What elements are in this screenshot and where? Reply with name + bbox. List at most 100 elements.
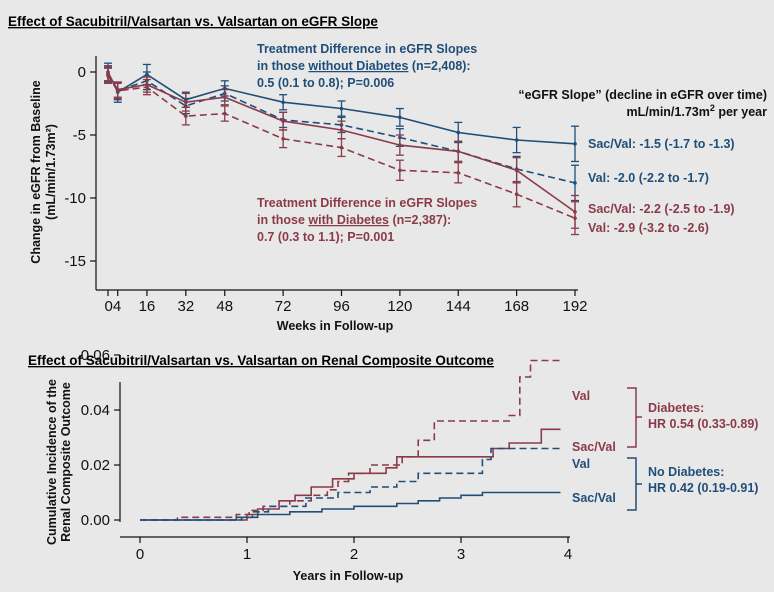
nodiab-diff-line2: in those without Diabetes (n=2,408): <box>257 59 471 73</box>
egfr-chart-title: Effect of Sacubitril/Valsartan vs. Valsa… <box>8 14 378 29</box>
egfr-data-point <box>339 145 344 150</box>
egfr-data-point <box>184 100 188 105</box>
renal-x-ticks: 0 1 2 3 4 <box>136 537 572 563</box>
egfr-data-point <box>184 114 188 118</box>
renal-x-tick-label: 2 <box>350 546 358 563</box>
egfr-series-3 <box>104 67 579 236</box>
egfr-x-tick-label: 192 <box>562 298 587 315</box>
slope-header-line2: mL/min/1.73m2 per year <box>626 103 767 119</box>
renal-y-axis-title: Cumulative Incidence of the Renal Compos… <box>45 379 73 545</box>
label-val-diab: Val: -2.9 (-3.2 to -2.6) <box>588 221 709 235</box>
renal-step-line-1 <box>140 428 561 521</box>
diab-diff-line2: in those with Diabetes (n=2,387): <box>257 213 451 227</box>
renal-y-tick-label: 0.00 <box>81 512 110 529</box>
renal-x-axis-title: Years in Follow-up <box>293 569 404 583</box>
nodiab-hr-line2: HR 0.42 (0.19-0.91) <box>648 481 758 495</box>
nodiab-diff-line2-pre: in those <box>257 59 308 73</box>
no-diabetes-bracket <box>627 457 642 511</box>
egfr-x-tick-label: 120 <box>387 298 412 315</box>
diab-diff-line2-underlined: with Diabetes <box>307 213 389 227</box>
renal-y-tick-label: 0.06 <box>81 347 110 364</box>
renal-y-tick-label: 0.02 <box>81 457 110 474</box>
egfr-data-point <box>115 89 120 93</box>
renal-y-axis-title-line2: Renal Composite Outcome <box>59 382 73 542</box>
renal-axes <box>119 382 570 538</box>
egfr-data-point <box>339 128 344 132</box>
egfr-data-point <box>573 181 577 185</box>
egfr-x-tick-label: 144 <box>446 298 471 315</box>
slope-header-line1: “eGFR Slope” (decline in eGFR over time) <box>518 88 767 102</box>
egfr-y-tick-label: 0 <box>78 64 86 81</box>
renal-x-tick-label: 1 <box>243 546 251 563</box>
egfr-data-point <box>222 111 227 116</box>
nodiab-diff-line1: Treatment Difference in eGFR Slopes <box>257 42 477 56</box>
renal-y-tick-label: 0.04 <box>81 402 110 419</box>
renal-x-tick-label: 4 <box>564 546 572 563</box>
renal-series-layer <box>140 359 561 521</box>
label-val-nodiab: Val: -2.0 (-2.2 to -1.7) <box>588 171 709 185</box>
nodiab-hr-line1: No Diabetes: <box>648 465 724 479</box>
diab-hr-line2: HR 0.54 (0.33-0.89) <box>648 417 758 431</box>
renal-y-axis-title-line1: Cumulative Incidence of the <box>45 379 59 545</box>
egfr-data-point <box>398 168 402 173</box>
egfr-data-point <box>281 119 285 123</box>
egfr-data-point <box>514 138 519 142</box>
egfr-x-tick-label: 96 <box>333 298 350 315</box>
label-sacval-nodiab: Sac/Val: -1.5 (-1.7 to -1.3) <box>588 137 735 151</box>
egfr-x-tick-label: 168 <box>504 298 529 315</box>
egfr-data-point <box>573 216 577 220</box>
egfr-data-point <box>339 106 344 111</box>
diab-diff-line3: 0.7 (0.3 to 1.1); P=0.001 <box>257 230 394 244</box>
km-label-sacval-nodiab: Sac/Val <box>572 491 616 505</box>
diab-diff-line2-pre: in those <box>257 213 308 227</box>
diab-diff-line2-post: (n=2,387): <box>389 213 451 227</box>
km-label-val-nodiab: Val <box>572 457 590 471</box>
nodiab-diff-line2-underlined: without Diabetes <box>307 59 408 73</box>
egfr-data-point <box>514 168 519 173</box>
egfr-x-tick-label: 04 <box>105 298 122 315</box>
km-label-sacval-diab: Sac/Val <box>572 440 616 454</box>
egfr-x-tick-label: 32 <box>177 298 194 315</box>
renal-step-line-3 <box>140 491 561 521</box>
egfr-x-ticks: 04 16 32 48 72 96 120 144 168 192 <box>105 290 588 315</box>
egfr-data-point <box>456 171 461 175</box>
egfr-y-axis-title: Change in eGFR from Baseline (mL/min/1.7… <box>29 80 58 263</box>
egfr-data-point <box>456 130 461 135</box>
egfr-y-tick-label: -15 <box>64 253 86 270</box>
egfr-y-tick-label: -10 <box>64 190 86 207</box>
renal-x-tick-label: 3 <box>457 546 465 563</box>
egfr-y-ticks: 0 -5 -10 -15 <box>64 64 96 270</box>
egfr-x-tick-label: 72 <box>275 298 292 315</box>
egfr-data-point <box>281 136 285 141</box>
nodiab-diff-line3: 0.5 (0.1 to 0.8); P=0.006 <box>257 76 394 90</box>
egfr-data-point <box>145 85 149 89</box>
egfr-x-tick-label: 48 <box>216 298 233 315</box>
egfr-data-point <box>573 142 577 146</box>
egfr-y-tick-label: -5 <box>73 127 86 144</box>
egfr-x-axis-title: Weeks in Follow-up <box>277 319 394 333</box>
egfr-series-layer <box>104 62 579 236</box>
egfr-x-tick-label: 16 <box>139 298 156 315</box>
egfr-data-point <box>222 95 227 99</box>
egfr-data-point <box>106 73 110 78</box>
egfr-y-axis-title-line2: (mL/min/1.73m²) <box>44 124 58 220</box>
egfr-data-point <box>398 115 402 120</box>
egfr-data-point <box>281 100 285 105</box>
diabetes-bracket <box>627 387 642 448</box>
km-label-val-diab: Val <box>572 389 590 403</box>
label-sacval-diab: Sac/Val: -2.2 (-2.5 to -1.9) <box>588 202 735 216</box>
renal-chart-title: Effect of Sacubitril/Valsartan vs. Valsa… <box>28 353 494 368</box>
renal-step-line-0 <box>140 359 561 521</box>
diab-diff-line1: Treatment Difference in eGFR Slopes <box>257 196 477 210</box>
renal-x-tick-label: 0 <box>136 546 144 563</box>
egfr-data-point <box>514 192 519 197</box>
diab-hr-line1: Diabetes: <box>648 401 704 415</box>
renal-step-line-2 <box>140 447 561 521</box>
egfr-data-point <box>456 149 461 154</box>
renal-y-ticks: 0.00 0.02 0.04 0.06 <box>81 347 120 529</box>
egfr-data-point <box>398 143 402 147</box>
egfr-axes <box>95 56 578 291</box>
nodiab-diff-line2-post: (n=2,408): <box>408 59 470 73</box>
